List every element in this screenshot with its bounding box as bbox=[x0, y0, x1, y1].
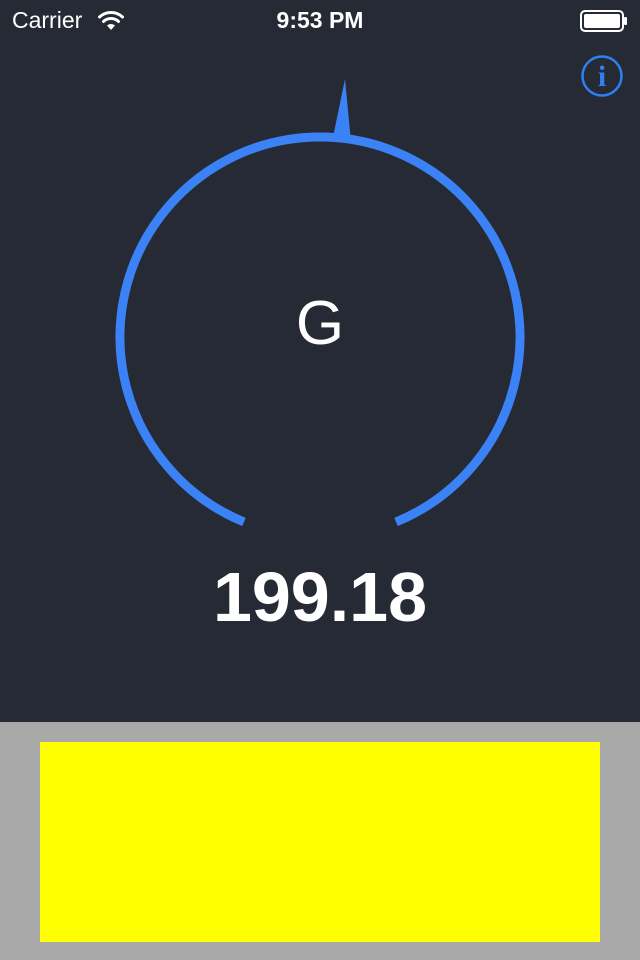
ad-panel bbox=[0, 722, 640, 960]
gauge-reading: 199.18 bbox=[212, 558, 428, 636]
wifi-icon bbox=[98, 11, 124, 30]
ad-banner[interactable] bbox=[40, 742, 600, 942]
carrier-label: Carrier bbox=[12, 7, 83, 33]
info-button[interactable]: i bbox=[580, 54, 624, 98]
needle-pointer bbox=[332, 79, 351, 142]
gauge-letter: G bbox=[295, 289, 345, 358]
status-bar: Carrier 9:53 PM bbox=[0, 0, 640, 40]
battery-icon bbox=[580, 10, 627, 32]
compass-gauge bbox=[115, 79, 525, 527]
gauge-ring bbox=[115, 132, 525, 527]
info-icon: i bbox=[598, 60, 606, 93]
status-time: 9:53 PM bbox=[276, 7, 364, 33]
